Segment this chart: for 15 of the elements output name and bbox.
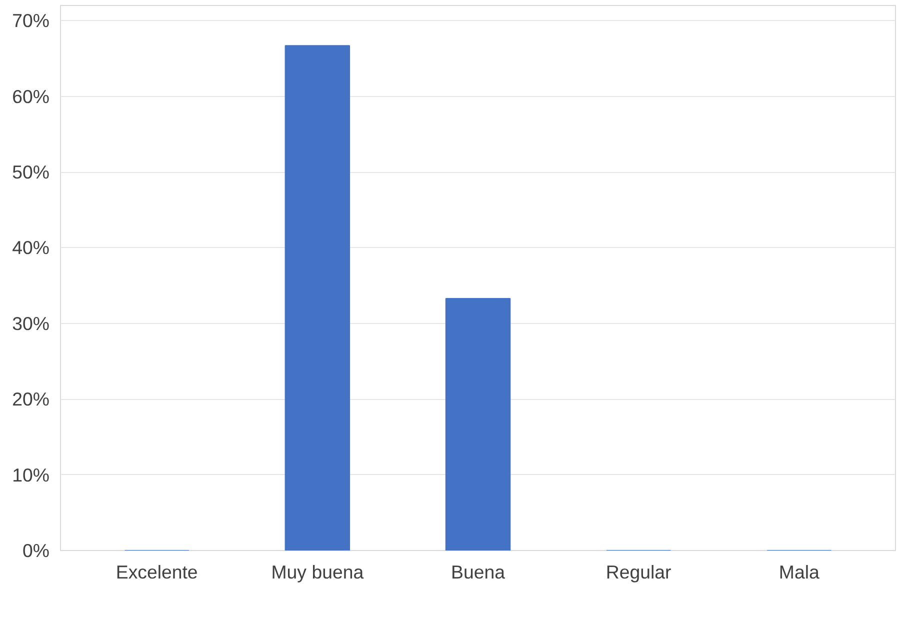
y-tick-label: 30%	[12, 312, 50, 334]
bar	[284, 45, 350, 550]
y-tick-label: 40%	[12, 237, 50, 258]
y-tick-label: 60%	[12, 86, 50, 107]
x-tick-label: Buena	[451, 562, 506, 582]
y-tick-label: 0%	[22, 540, 50, 561]
y-tick-label: 20%	[12, 388, 50, 410]
y-tick-label: 50%	[12, 162, 50, 183]
x-tick-label: Mala	[778, 562, 820, 582]
x-tick-label: Muy buena	[271, 562, 364, 582]
y-tick-label: 70%	[12, 10, 50, 32]
x-tick-label: Excelente	[116, 562, 198, 582]
bar	[445, 298, 511, 550]
y-tick-label: 10%	[12, 464, 50, 486]
x-tick-label: Regular	[606, 562, 672, 582]
